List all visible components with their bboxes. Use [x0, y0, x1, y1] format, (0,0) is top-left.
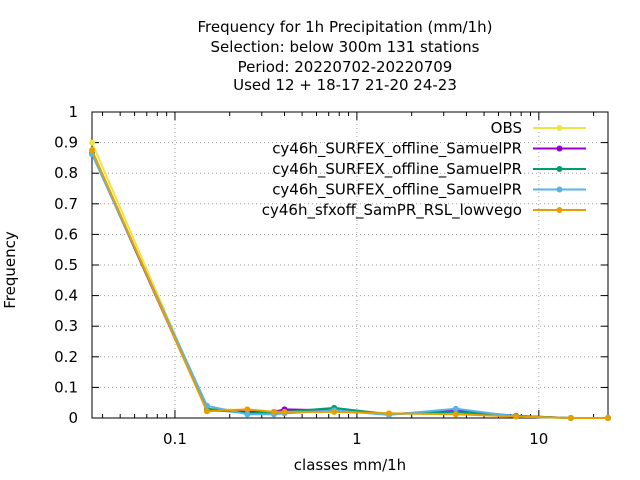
y-tick-label: 0.8: [54, 164, 78, 182]
data-point: [567, 415, 574, 421]
data-point: [270, 408, 277, 415]
legend-item: cy46h_SURFEX_offline_SamuelPR: [272, 160, 586, 179]
title-line-1: Frequency for 1h Precipitation (mm/1h): [197, 18, 492, 36]
series-5: [89, 147, 611, 421]
title-line-3: Period: 20220702-20220709: [238, 58, 453, 76]
title-line-2: Selection: below 300m 131 stations: [211, 38, 480, 56]
data-point: [281, 408, 288, 415]
data-point: [452, 411, 459, 418]
x-tick-label: 10: [529, 430, 548, 448]
legend-swatch-point: [556, 186, 563, 193]
legend-label: cy46h_SURFEX_offline_SamuelPR: [272, 160, 522, 179]
legend: OBScy46h_SURFEX_offline_SamuelPRcy46h_SU…: [262, 119, 586, 220]
data-point: [385, 410, 392, 417]
data-point: [244, 406, 251, 413]
data-point: [89, 139, 95, 146]
y-axis-label: Frequency: [1, 231, 19, 309]
chart-title: Frequency for 1h Precipitation (mm/1h) Se…: [197, 18, 492, 94]
data-point: [89, 147, 95, 154]
y-tick-label: 0.9: [54, 134, 78, 152]
y-tick-label: 0.4: [54, 287, 78, 305]
y-tick-label: 0: [68, 409, 78, 427]
data-point: [605, 415, 611, 421]
series-lines: [89, 139, 611, 421]
legend-label: cy46h_sfxoff_SamPR_RSL_lowvego: [262, 201, 522, 220]
y-tick-label: 0.2: [54, 348, 78, 366]
legend-item: OBS: [491, 119, 586, 137]
x-axis-label: classes mm/1h: [294, 456, 406, 474]
y-tick-label: 0.7: [54, 195, 78, 213]
y-tick-label: 0.3: [54, 317, 78, 335]
y-tick-label: 0.5: [54, 256, 78, 274]
y-tick-label: 0.6: [54, 225, 78, 243]
x-tick-label: 1: [352, 430, 362, 448]
grid: [92, 112, 608, 418]
title-line-4: Used 12 + 18-17 21-20 24-23: [233, 76, 457, 94]
legend-swatch-point: [556, 145, 563, 152]
x-tick-label: 0.1: [163, 430, 187, 448]
legend-swatch-point: [556, 166, 563, 172]
legend-label: cy46h_SURFEX_offline_SamuelPR: [272, 181, 522, 200]
legend-label: cy46h_SURFEX_offline_SamuelPR: [272, 140, 522, 159]
legend-swatch-point: [556, 125, 563, 131]
data-point: [452, 405, 459, 412]
y-tick-label: 1: [68, 103, 78, 121]
plot-frame: [91, 111, 609, 419]
legend-label: OBS: [491, 119, 522, 137]
legend-swatch-point: [556, 207, 563, 213]
data-point: [513, 413, 520, 420]
legend-item: cy46h_SURFEX_offline_SamuelPR: [272, 140, 586, 159]
data-point: [331, 408, 338, 415]
data-point: [244, 411, 251, 418]
axis-ticks: 0 0.1 0.2 0.3 0.4 0.5 0.6 0.7 0.8 0.9 1 0.1 1 10: [54, 103, 608, 448]
legend-item: cy46h_sfxoff_SamPR_RSL_lowvego: [262, 201, 586, 220]
data-point: [203, 408, 210, 415]
y-tick-label: 0.1: [54, 378, 78, 396]
legend-item: cy46h_SURFEX_offline_SamuelPR: [272, 181, 586, 200]
